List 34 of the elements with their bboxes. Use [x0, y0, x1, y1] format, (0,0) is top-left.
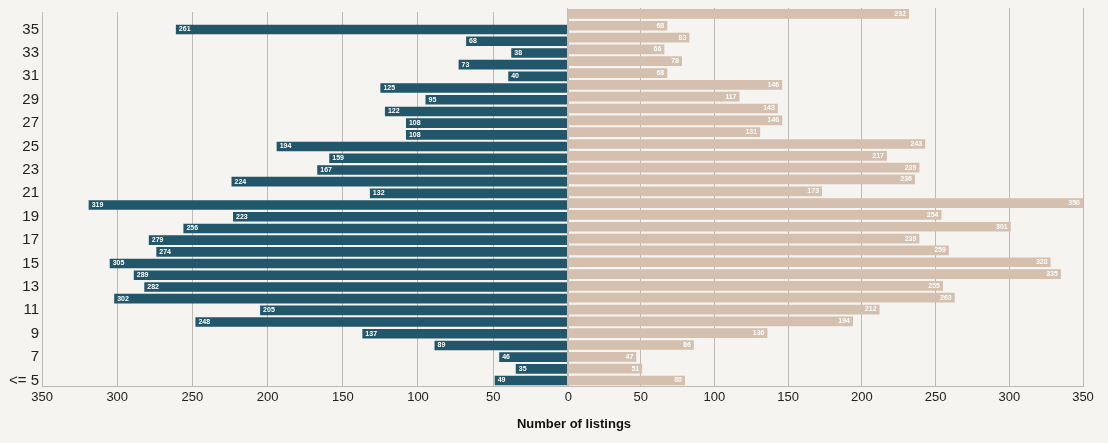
x-tick-label: 200	[851, 388, 873, 404]
x-tick-label: 150	[331, 388, 354, 404]
y-tick-label: 15	[22, 253, 40, 271]
x-tick-label: 250	[181, 388, 204, 404]
y-tick-label: <= 5	[9, 370, 40, 388]
x-tick-label: 50	[633, 388, 648, 404]
x-tick-label: 150	[777, 388, 799, 404]
y-tick-label: 17	[22, 230, 40, 248]
x-tick-label: 350	[1072, 388, 1094, 404]
y-tick-label: 25	[22, 136, 40, 154]
x-tick-label: 200	[256, 388, 279, 404]
y-tick-label: 23	[22, 160, 40, 178]
y-tick-label: 7	[30, 347, 40, 365]
x-tick-label: 100	[407, 388, 429, 404]
y-tick-label: 31	[22, 66, 40, 84]
y-tick-label: 13	[22, 277, 40, 295]
y-tick-label: 29	[22, 89, 40, 107]
x-tick-label: 350	[31, 388, 53, 404]
x-tick-label: 100	[703, 388, 726, 404]
x-tick-label: 250	[924, 388, 947, 404]
y-tick-label: 21	[22, 183, 40, 201]
x-tick-label: 0	[564, 388, 572, 404]
y-tick-label: 27	[22, 113, 40, 131]
x-tick-label: 50	[485, 388, 501, 404]
y-tick-label: 33	[22, 43, 40, 61]
bar	[567, 20, 668, 31]
y-tick-label: 19	[22, 206, 40, 224]
x-tick-label: 300	[998, 388, 1021, 404]
x-tick-label: 300	[106, 388, 129, 404]
y-tick-label: 11	[23, 300, 40, 318]
x-axis-title: Number of listings	[515, 416, 633, 431]
y-tick-label: 9	[30, 323, 40, 341]
bar	[567, 9, 910, 19]
y-tick-label: 35	[22, 19, 40, 37]
